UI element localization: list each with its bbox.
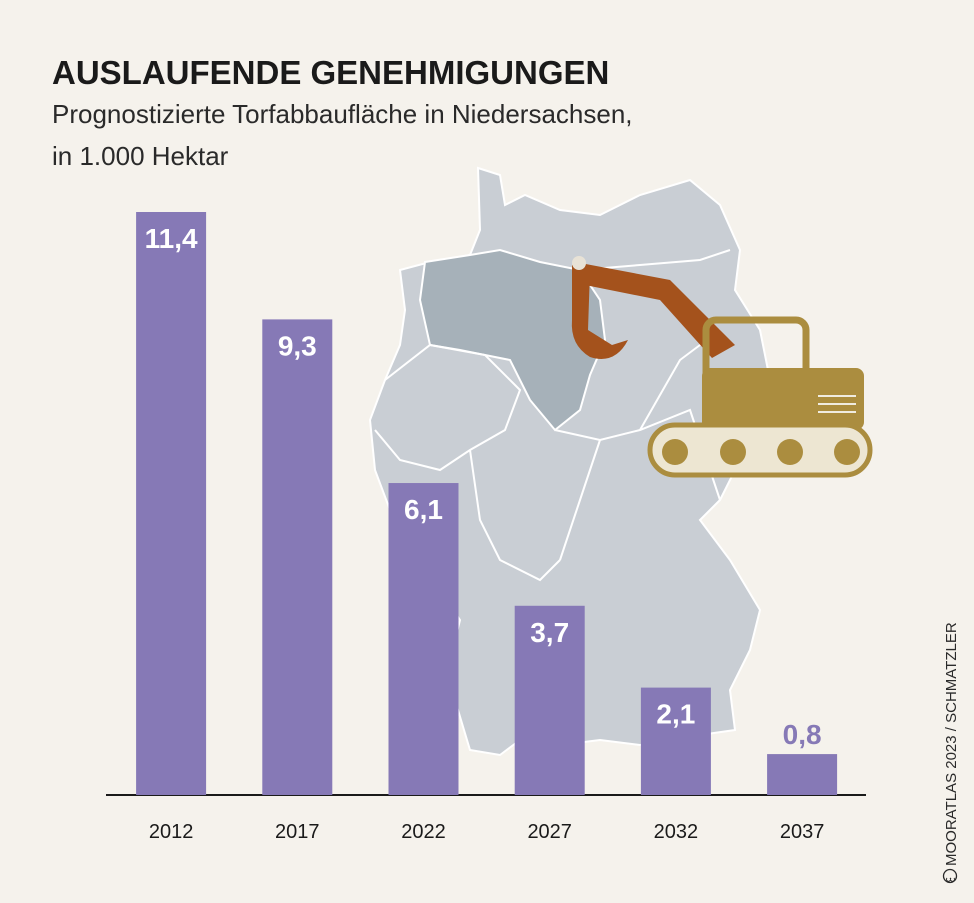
excavator — [571, 256, 873, 478]
x-tick-label: 2037 — [780, 821, 825, 843]
value-label: 11,4 — [145, 223, 198, 254]
x-tick-label: 2017 — [275, 821, 320, 843]
chart-subtitle: in 1.000 Hektar — [52, 141, 229, 171]
x-tick-label: 2022 — [401, 821, 446, 843]
bar — [136, 212, 207, 795]
x-tick-label: 2012 — [149, 821, 194, 843]
x-tick-label: 2032 — [654, 821, 699, 843]
value-label: 6,1 — [404, 494, 443, 525]
bar — [388, 483, 459, 795]
x-tick-label: 2027 — [527, 821, 572, 843]
bar — [640, 687, 711, 795]
bar — [262, 319, 333, 795]
bar — [767, 754, 838, 795]
credit: MOORATLAS 2023 / SCHMATZLER — [943, 622, 960, 866]
value-label: 3,7 — [530, 617, 569, 648]
value-label: 2,1 — [656, 699, 695, 730]
value-label: 0,8 — [783, 719, 822, 750]
credit-icon — [942, 868, 958, 884]
bar — [514, 605, 585, 795]
chart-subtitle: Prognostizierte Torfabbaufläche in Niede… — [52, 99, 633, 129]
value-label: 9,3 — [278, 330, 317, 361]
chart-title: AUSLAUFENDE GENEHMIGUNGEN — [52, 54, 609, 91]
